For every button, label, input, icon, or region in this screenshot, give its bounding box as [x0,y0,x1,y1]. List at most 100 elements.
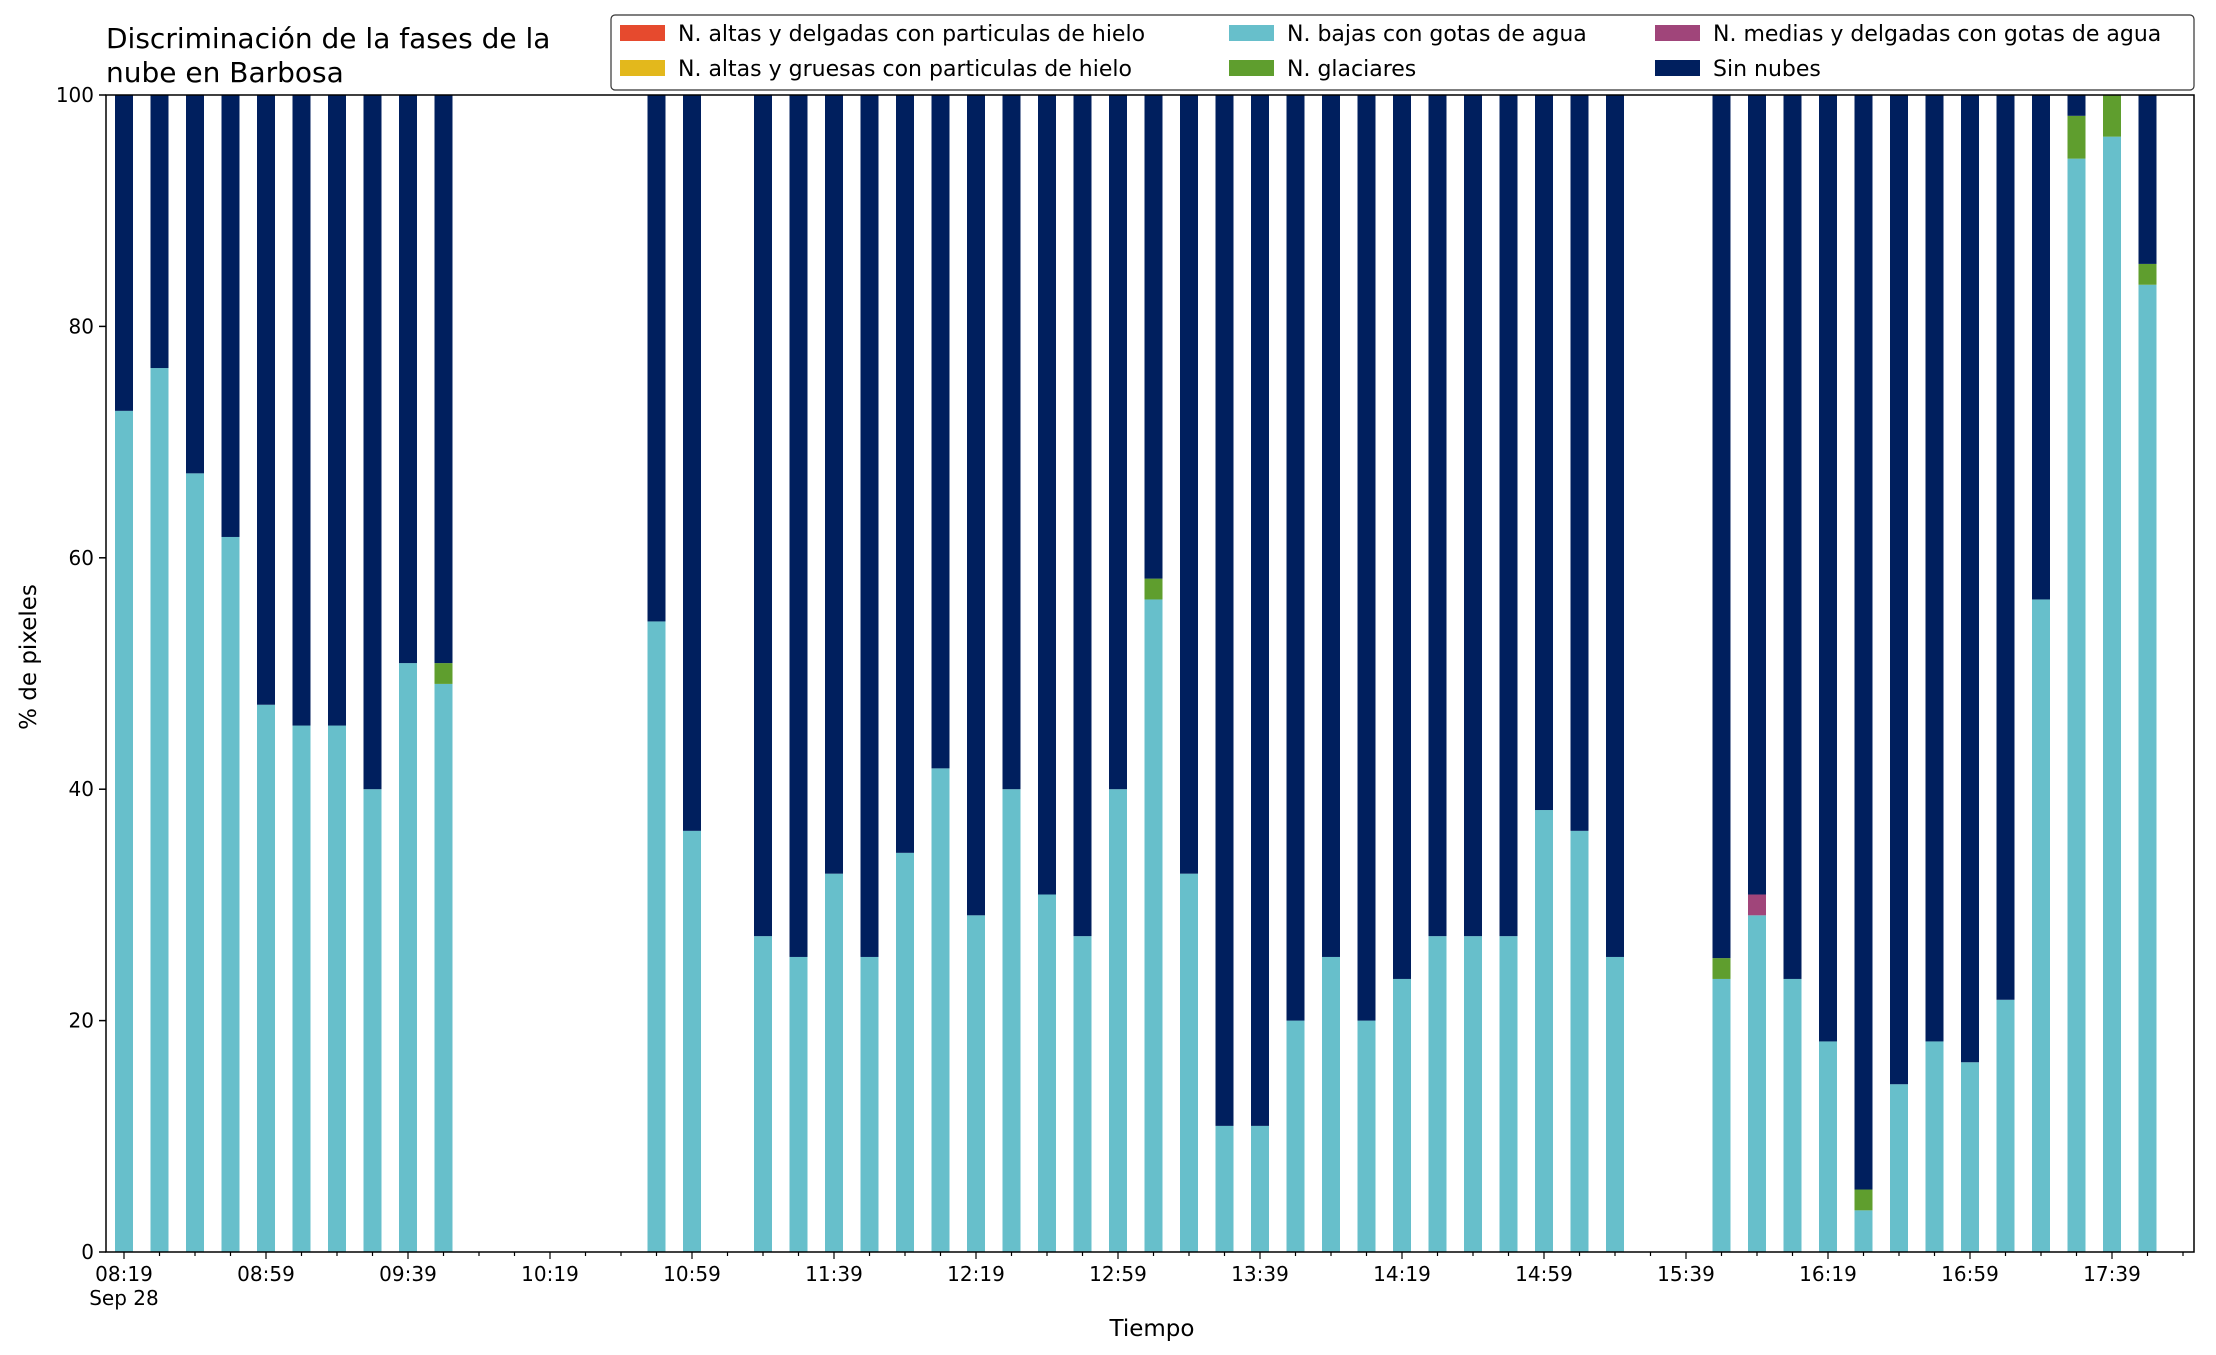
bar-segment-sin-nubes-31 [1428,95,1447,937]
bar-segment-glaciares-37 [1712,958,1731,979]
bar-segment-bajas-46 [2032,599,2050,1252]
bar-segment-sin-nubes-47 [2067,95,2086,116]
bar-segment-sin-nubes-30 [1393,95,1411,979]
bar-segment-sin-nubes-7 [363,95,382,790]
bar-segment-sin-nubes-39 [1783,95,1802,979]
bar-segment-bajas-5 [292,725,311,1252]
legend-swatch-altas-delgadas [620,25,665,41]
bar-segment-bajas-43 [1925,1041,1944,1252]
bar-segment-bajas-39 [1783,978,1802,1252]
bar-segment-bajas-6 [328,725,346,1252]
bar-segment-sin-nubes-15 [860,95,879,957]
bar-segment-sin-nubes-29 [1357,95,1376,1021]
bar-segment-sin-nubes-5 [292,95,311,726]
bar-segment-bajas-34 [1535,810,1553,1252]
bar-segment-sin-nubes-1 [150,95,169,369]
bar-segment-sin-nubes-24 [1180,95,1198,874]
bar-segment-bajas-29 [1357,1020,1376,1252]
bar-segment-bajas-3 [221,536,240,1252]
legend: N. altas y delgadas con particulas de hi… [610,14,2195,91]
bar-segment-sin-nubes-20 [1038,95,1056,895]
bar-segment-sin-nubes-35 [1570,95,1589,831]
bar-segment-bajas-42 [1890,1084,1908,1252]
legend-swatch-glaciares [1229,60,1274,76]
chart-title: Discriminación de la fases de la nube en… [106,22,666,90]
legend-label-medias-delgadas: N. medias y delgadas con gotas de agua [1713,22,2161,47]
y-tick-label: 60 [69,546,94,570]
bar-segment-bajas-31 [1428,936,1447,1252]
bar-segment-bajas-13 [789,956,808,1252]
bar-segment-glaciares-23 [1144,578,1163,600]
bar-segment-sin-nubes-26 [1251,95,1269,1126]
x-tick-label: 14:59 [1515,1262,1573,1286]
bar-segment-bajas-0 [115,410,133,1252]
bar-segment-sin-nubes-13 [789,95,808,957]
bar-segment-bajas-14 [825,873,843,1252]
x-tick-label: 12:59 [1089,1262,1147,1286]
bar-segment-bajas-11 [683,830,701,1252]
bar-segment-bajas-12 [754,936,772,1252]
chart-title-line-2: nube en Barbosa [106,56,344,89]
bar-segment-bajas-20 [1038,894,1056,1252]
bar-segment-sin-nubes-22 [1109,95,1127,790]
legend-label-altas-delgadas: N. altas y delgadas con particulas de hi… [678,22,1145,47]
bar-segment-bajas-40 [1819,1041,1837,1252]
bar-segment-bajas-38 [1748,915,1766,1252]
legend-label-glaciares: N. glaciares [1287,57,1416,82]
bar-segment-sin-nubes-12 [754,95,772,937]
bar-segment-sin-nubes-8 [399,95,417,664]
x-tick-label: 10:59 [663,1262,721,1286]
x-tick-date-label: Sep 28 [89,1286,159,1310]
bar-segment-sin-nubes-14 [825,95,843,874]
legend-label-sin-nubes: Sin nubes [1713,57,1821,82]
x-tick-label: 13:39 [1231,1262,1289,1286]
bar-segment-sin-nubes-38 [1748,95,1766,895]
x-axis-label: Tiempo [1109,1316,1195,1342]
x-tick-label: 15:39 [1657,1262,1715,1286]
bar-segment-sin-nubes-28 [1322,95,1340,957]
bar-segment-bajas-41 [1854,1210,1873,1252]
bar-segment-medias-delgadas-38 [1748,894,1766,916]
bar-segment-bajas-4 [257,704,275,1252]
x-tick-label: 08:59 [237,1262,295,1286]
bar-segment-bajas-44 [1961,1062,1979,1252]
bars-layer [115,95,2157,1253]
bar-segment-bajas-19 [1002,789,1021,1252]
bar-segment-bajas-16 [896,852,914,1252]
bar-segment-glaciares-47 [2067,115,2086,159]
bar-segment-bajas-25 [1215,1125,1234,1252]
legend-swatch-bajas [1229,25,1274,41]
chart-title-line-1: Discriminación de la fases de la [106,22,551,55]
x-tick-label: 10:19 [521,1262,579,1286]
bar-segment-bajas-18 [967,915,985,1252]
bar-segment-bajas-27 [1286,1020,1305,1252]
bar-segment-glaciares-41 [1854,1189,1873,1211]
bar-segment-glaciares-48 [2103,95,2121,137]
bar-segment-sin-nubes-2 [186,95,204,474]
bar-segment-bajas-21 [1073,936,1092,1252]
y-tick-label: 40 [69,777,94,801]
bar-segment-sin-nubes-0 [115,95,133,411]
bar-segment-sin-nubes-34 [1535,95,1553,811]
bar-segment-bajas-26 [1251,1125,1269,1252]
legend-swatch-sin-nubes [1655,60,1700,76]
bar-segment-sin-nubes-3 [221,95,240,537]
bar-segment-sin-nubes-33 [1499,95,1518,937]
bar-segment-bajas-45 [1996,999,2015,1252]
bar-segment-sin-nubes-19 [1002,95,1021,790]
legend-label-altas-gruesas: N. altas y gruesas con particulas de hie… [678,57,1132,82]
bar-segment-bajas-10 [647,621,666,1252]
x-tick-label: 14:19 [1373,1262,1431,1286]
bar-segment-bajas-23 [1144,599,1163,1252]
bar-segment-sin-nubes-16 [896,95,914,853]
bar-segment-bajas-17 [931,768,950,1252]
legend-swatch-altas-gruesas [620,60,665,76]
x-tick-label: 09:39 [379,1262,437,1286]
bar-segment-sin-nubes-45 [1996,95,2015,1000]
bar-segment-bajas-32 [1464,936,1482,1252]
bar-segment-bajas-35 [1570,830,1589,1252]
bar-segment-sin-nubes-17 [931,95,950,769]
bar-segment-bajas-28 [1322,956,1340,1252]
